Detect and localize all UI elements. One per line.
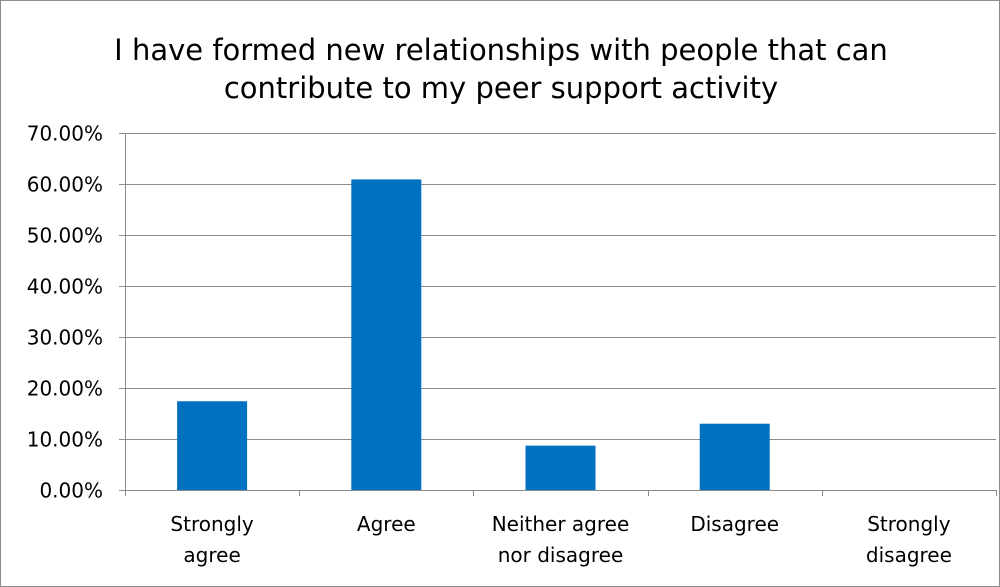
bar — [699, 423, 770, 490]
y-tick-label: 50.00% — [27, 224, 103, 248]
x-tick-label: Neither agree nor disagree — [492, 512, 630, 567]
y-tick-label: 70.00% — [27, 122, 103, 146]
bar — [351, 179, 422, 490]
bar — [177, 401, 248, 490]
y-tick-label: 30.00% — [27, 326, 103, 350]
y-tick-label: 40.00% — [27, 275, 103, 299]
y-tick-label: 0.00% — [39, 479, 103, 503]
y-tick-label: 10.00% — [27, 428, 103, 452]
chart-title-line-1: I have formed new relationships with peo… — [114, 33, 888, 67]
y-tick-label: 60.00% — [27, 173, 103, 197]
x-tick-label: Strongly disagree — [866, 512, 952, 567]
chart-title-line-2: contribute to my peer support activity — [223, 71, 779, 105]
y-tick-label: 20.00% — [27, 377, 103, 401]
x-tick-label: Agree — [357, 512, 416, 536]
chart-title: I have formed new relationships with peo… — [1, 31, 999, 107]
x-tick-label: Strongly agree — [170, 512, 253, 567]
bar — [525, 445, 596, 490]
x-tick-label: Disagree — [690, 512, 779, 536]
